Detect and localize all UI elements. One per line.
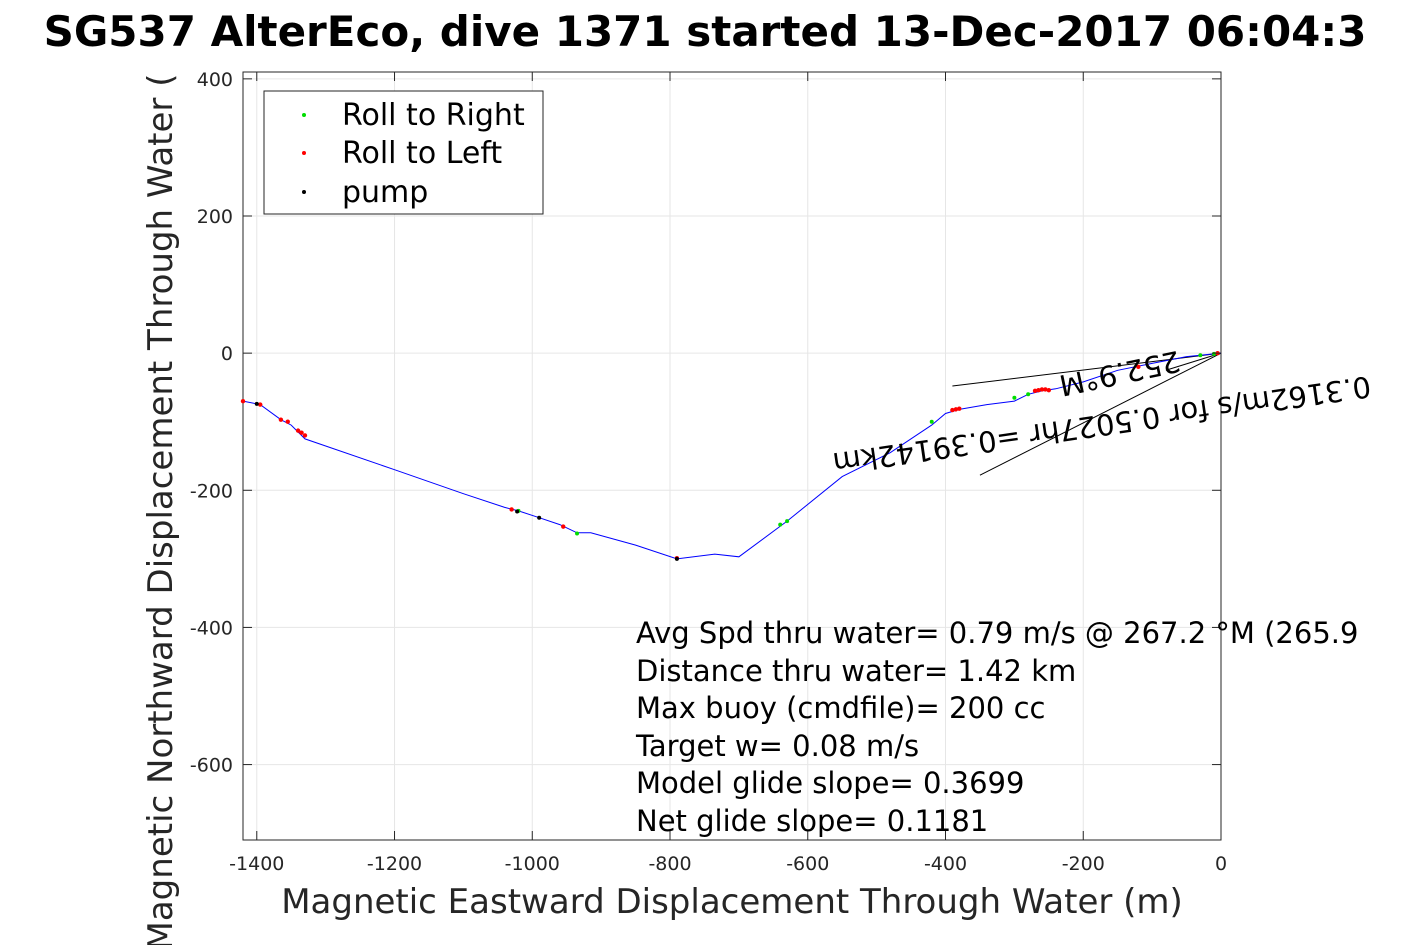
stats-block: Avg Spd thru water= 0.79 m/s @ 267.2 °M … xyxy=(635,616,1358,838)
legend-box xyxy=(263,90,544,215)
roll-left-point xyxy=(561,524,566,529)
stat-max-buoy: Max buoy (cmdfile)= 200 cc xyxy=(636,691,1045,725)
x-tick-label: 0 xyxy=(1215,853,1227,875)
roll-left-point xyxy=(953,407,959,412)
roll-right-point xyxy=(1012,395,1017,400)
legend-marker-roll-right xyxy=(302,113,306,117)
roll-left-point xyxy=(1032,388,1038,394)
stat-target-w: Target w= 0.08 m/s xyxy=(635,729,919,763)
legend-marker-roll-left xyxy=(302,151,306,155)
roll-left-point xyxy=(1136,364,1141,370)
x-tick-label: -800 xyxy=(648,853,691,875)
legend-label-roll-left: Roll to Left xyxy=(342,136,502,171)
legend-label-roll-right: Roll to Right xyxy=(342,98,525,133)
stat-model-glide-slope: Model glide slope= 0.3699 xyxy=(636,766,1024,800)
pump-point xyxy=(674,556,679,561)
roll-left-point xyxy=(1046,387,1052,393)
legend-label-pump: pump xyxy=(342,175,428,210)
y-tick-label: -400 xyxy=(190,617,233,639)
y-tick-label: -200 xyxy=(190,480,233,502)
x-tick-label: -1400 xyxy=(229,853,284,875)
roll-right-point xyxy=(1198,353,1203,358)
roll-left-point xyxy=(950,407,955,413)
roll-left-point xyxy=(509,507,514,512)
roll-left-point xyxy=(957,406,962,411)
y-axis-label: Magnetic Northward Displacement Through … xyxy=(141,74,181,945)
roll-right-point xyxy=(1026,392,1031,397)
roll-right-point xyxy=(575,531,580,536)
stat-avg-speed: Avg Spd thru water= 0.79 m/s @ 267.2 °M … xyxy=(636,616,1358,650)
roll-right-point xyxy=(778,522,783,527)
x-tick-label: -400 xyxy=(924,853,967,875)
current-arrow-line xyxy=(979,352,1222,476)
stat-net-glide-slope: Net glide slope= 0.1181 xyxy=(636,804,988,838)
x-tick-label: -1000 xyxy=(505,853,560,875)
y-tick-label: -600 xyxy=(190,755,233,777)
roll-left-point xyxy=(1036,387,1041,393)
track-annotation: 252.9°M xyxy=(1056,344,1183,403)
y-tick-label: 400 xyxy=(197,69,233,91)
roll-right-point xyxy=(929,419,934,424)
roll-left-point xyxy=(1039,387,1045,392)
stat-distance: Distance thru water= 1.42 km xyxy=(636,654,1076,688)
chart-title: SG537 AlterEco, dive 1371 started 13-Dec… xyxy=(44,7,1367,56)
tick-layer: -1400 -1200 -1000 -800 -600 -400 -200 0 -600 -400… xyxy=(190,69,1227,875)
roll-left-point xyxy=(278,417,284,422)
legend: Roll to Right Roll to Left pump xyxy=(263,90,544,215)
roll-left-point xyxy=(302,433,308,438)
roll-left-point xyxy=(1043,387,1048,392)
roll-left-point xyxy=(299,430,304,435)
x-axis-label: Magnetic Eastward Displacement Through W… xyxy=(281,882,1183,922)
pump-point xyxy=(515,509,520,514)
y-tick-label: 200 xyxy=(197,206,233,228)
legend-marker-pump xyxy=(302,190,306,194)
roll-left-point xyxy=(285,419,290,424)
pump-point xyxy=(537,515,542,520)
roll-left-point xyxy=(258,402,263,407)
current-arrow-line xyxy=(1165,352,1222,371)
y-tick-label: 0 xyxy=(221,343,233,365)
grid xyxy=(243,72,1222,840)
x-tick-label: -1200 xyxy=(367,853,422,875)
x-tick-label: -600 xyxy=(786,853,829,875)
roll-left-point xyxy=(240,398,246,404)
pump-point xyxy=(254,401,259,406)
roll-right-point xyxy=(785,519,790,524)
x-tick-label: -200 xyxy=(1062,853,1105,875)
roll-left-point xyxy=(295,428,301,433)
plot-frame xyxy=(242,71,1222,841)
